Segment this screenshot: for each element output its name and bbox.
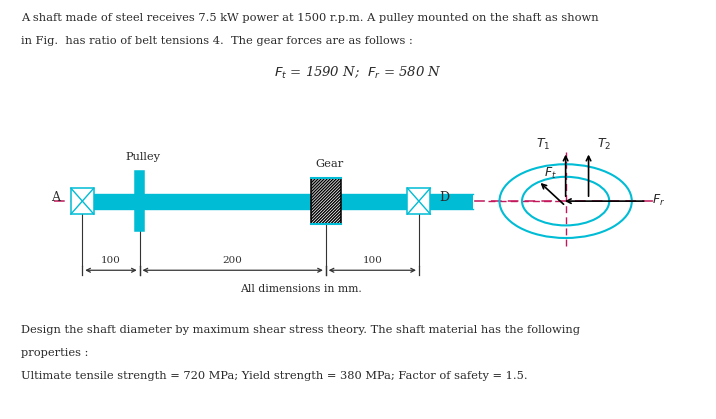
Bar — [71, 188, 94, 214]
Text: $F_t$ = 1590 N;  $F_r$ = 580 N: $F_t$ = 1590 N; $F_r$ = 580 N — [274, 65, 442, 81]
Bar — [82, 194, 473, 209]
Text: in Fig.  has ratio of belt tensions 4.  The gear forces are as follows :: in Fig. has ratio of belt tensions 4. Th… — [21, 36, 413, 46]
Text: Gear: Gear — [315, 159, 344, 169]
Text: $F_r$: $F_r$ — [652, 193, 664, 208]
Text: Pulley: Pulley — [126, 152, 160, 162]
Text: A shaft made of steel receives 7.5 kW power at 1500 r.p.m. A pulley mounted on t: A shaft made of steel receives 7.5 kW po… — [21, 13, 599, 23]
Text: Design the shaft diameter by maximum shear stress theory. The shaft material has: Design the shaft diameter by maximum she… — [21, 325, 581, 335]
Bar — [135, 171, 145, 231]
Text: Ultimate tensile strength = 720 MPa; Yield strength = 380 MPa; Factor of safety : Ultimate tensile strength = 720 MPa; Yie… — [21, 371, 528, 381]
Text: 100: 100 — [362, 256, 382, 265]
Text: $T_2$: $T_2$ — [597, 137, 611, 153]
Text: A: A — [51, 191, 59, 204]
Bar — [407, 188, 430, 214]
Text: All dimensions in mm.: All dimensions in mm. — [240, 284, 362, 294]
Text: properties :: properties : — [21, 348, 89, 358]
Bar — [311, 178, 341, 224]
Text: D: D — [439, 191, 449, 204]
Text: $T_1$: $T_1$ — [536, 137, 550, 153]
Text: 200: 200 — [223, 256, 243, 265]
Text: 100: 100 — [101, 256, 121, 265]
Text: $F_t$: $F_t$ — [544, 166, 557, 181]
